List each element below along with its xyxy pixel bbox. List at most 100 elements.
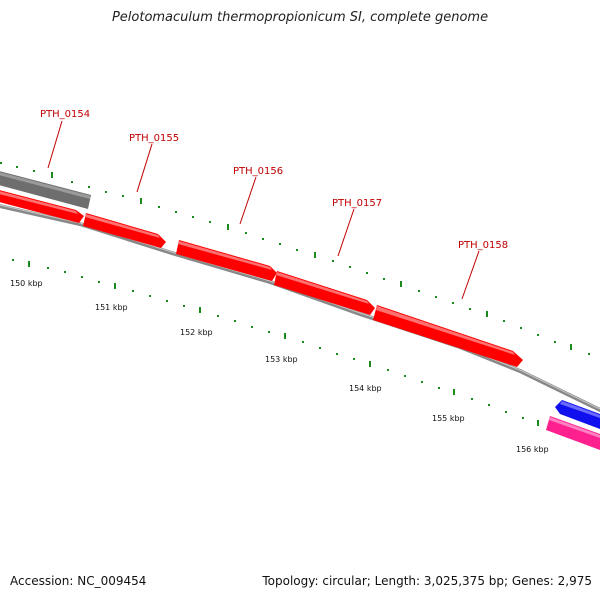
upper-tick-major xyxy=(227,224,229,230)
upper-tick xyxy=(122,195,124,197)
map-title: Pelotomaculum thermopropionicum SI, comp… xyxy=(111,10,489,25)
upper-tick-major xyxy=(400,281,402,287)
gene-feature-pink[interactable] xyxy=(546,416,600,450)
lower-tick-major xyxy=(453,389,455,395)
lower-tick-major xyxy=(199,307,201,313)
upper-tick-major xyxy=(314,252,316,258)
upper-tick xyxy=(296,249,298,251)
upper-tick xyxy=(158,206,160,208)
lower-tick xyxy=(505,411,507,413)
upper-tick xyxy=(105,191,107,193)
lower-tick xyxy=(387,369,389,371)
gene-feature-blue[interactable] xyxy=(555,400,600,429)
upper-tick xyxy=(435,296,437,298)
lower-tick xyxy=(488,404,490,406)
gene-label-0156[interactable]: PTH_0156 xyxy=(233,166,283,177)
kbp-label-153: 153 kbp xyxy=(265,355,298,364)
lower-tick xyxy=(64,271,66,273)
upper-tick xyxy=(209,221,211,223)
upper-tick-major xyxy=(140,198,142,204)
gene-feature-red-3[interactable] xyxy=(176,240,277,281)
genome-summary-text: Topology: circular; Length: 3,025,375 bp… xyxy=(262,574,592,588)
lower-tick xyxy=(183,305,185,307)
lower-tick xyxy=(98,281,100,283)
gene-gray-highlight xyxy=(0,172,91,199)
lower-tick-major xyxy=(28,261,30,267)
lower-tick xyxy=(81,276,83,278)
upper-tick xyxy=(503,320,505,322)
upper-tick xyxy=(469,308,471,310)
genome-backbone-highlight xyxy=(0,204,600,410)
kbp-label-154: 154 kbp xyxy=(349,384,382,393)
kbp-label-152: 152 kbp xyxy=(180,328,213,337)
upper-tick xyxy=(349,266,351,268)
lower-tick-major xyxy=(537,420,539,426)
upper-tick xyxy=(175,211,177,213)
upper-tick xyxy=(279,243,281,245)
upper-tick xyxy=(383,278,385,280)
upper-tick xyxy=(262,238,264,240)
lower-tick xyxy=(12,259,14,261)
lower-tick xyxy=(336,353,338,355)
lower-tick xyxy=(149,295,151,297)
lower-tick xyxy=(522,417,524,419)
upper-tick xyxy=(71,181,73,183)
gene-label-leaders xyxy=(47,120,480,300)
lower-tick xyxy=(132,290,134,292)
accession-text: Accession: NC_009454 xyxy=(10,574,147,588)
upper-tick xyxy=(452,302,454,304)
lower-tick-row xyxy=(12,259,539,426)
gene-feature-red-1[interactable] xyxy=(0,189,84,223)
upper-tick xyxy=(88,186,90,188)
upper-tick xyxy=(0,162,2,164)
genome-backbone xyxy=(0,204,600,412)
lower-tick xyxy=(268,331,270,333)
kbp-label-155: 155 kbp xyxy=(432,414,465,423)
gene-feature-red-2[interactable] xyxy=(83,213,166,248)
upper-tick-row xyxy=(0,162,590,355)
gene-feature-red-4[interactable] xyxy=(274,271,375,315)
leader-line-0156 xyxy=(239,176,257,225)
lower-tick xyxy=(47,267,49,269)
lower-tick-major xyxy=(369,361,371,367)
upper-tick-major xyxy=(51,172,53,178)
leader-line-0154 xyxy=(47,120,63,169)
upper-tick xyxy=(33,170,35,172)
upper-tick xyxy=(366,272,368,274)
leader-line-0155 xyxy=(136,143,153,193)
gene-label-0155[interactable]: PTH_0155 xyxy=(129,133,179,144)
lower-tick xyxy=(302,341,304,343)
kbp-label-150: 150 kbp xyxy=(10,279,43,288)
leader-line-0157 xyxy=(337,208,355,257)
lower-tick xyxy=(217,315,219,317)
lower-tick xyxy=(319,347,321,349)
upper-tick xyxy=(537,334,539,336)
gene-feature-red-5[interactable] xyxy=(373,305,523,367)
upper-tick xyxy=(245,232,247,234)
lower-tick-major xyxy=(284,333,286,339)
lower-tick xyxy=(234,320,236,322)
kbp-label-156: 156 kbp xyxy=(516,445,549,454)
upper-tick xyxy=(554,341,556,343)
lower-tick xyxy=(471,398,473,400)
gene-label-0154[interactable]: PTH_0154 xyxy=(40,109,90,120)
lower-tick xyxy=(438,387,440,389)
upper-tick xyxy=(16,166,18,168)
leader-line-0158 xyxy=(461,250,480,300)
upper-tick-major xyxy=(570,344,572,350)
kbp-label-151: 151 kbp xyxy=(95,303,128,312)
gene-label-0158[interactable]: PTH_0158 xyxy=(458,240,508,251)
gene-label-0157[interactable]: PTH_0157 xyxy=(332,198,382,209)
lower-tick-major xyxy=(114,283,116,289)
upper-tick xyxy=(520,327,522,329)
upper-tick-major xyxy=(486,311,488,317)
lower-tick xyxy=(251,326,253,328)
lower-tick xyxy=(421,381,423,383)
lower-tick xyxy=(166,300,168,302)
upper-tick xyxy=(192,216,194,218)
lower-tick xyxy=(404,375,406,377)
lower-tick xyxy=(353,358,355,360)
upper-tick xyxy=(418,290,420,292)
